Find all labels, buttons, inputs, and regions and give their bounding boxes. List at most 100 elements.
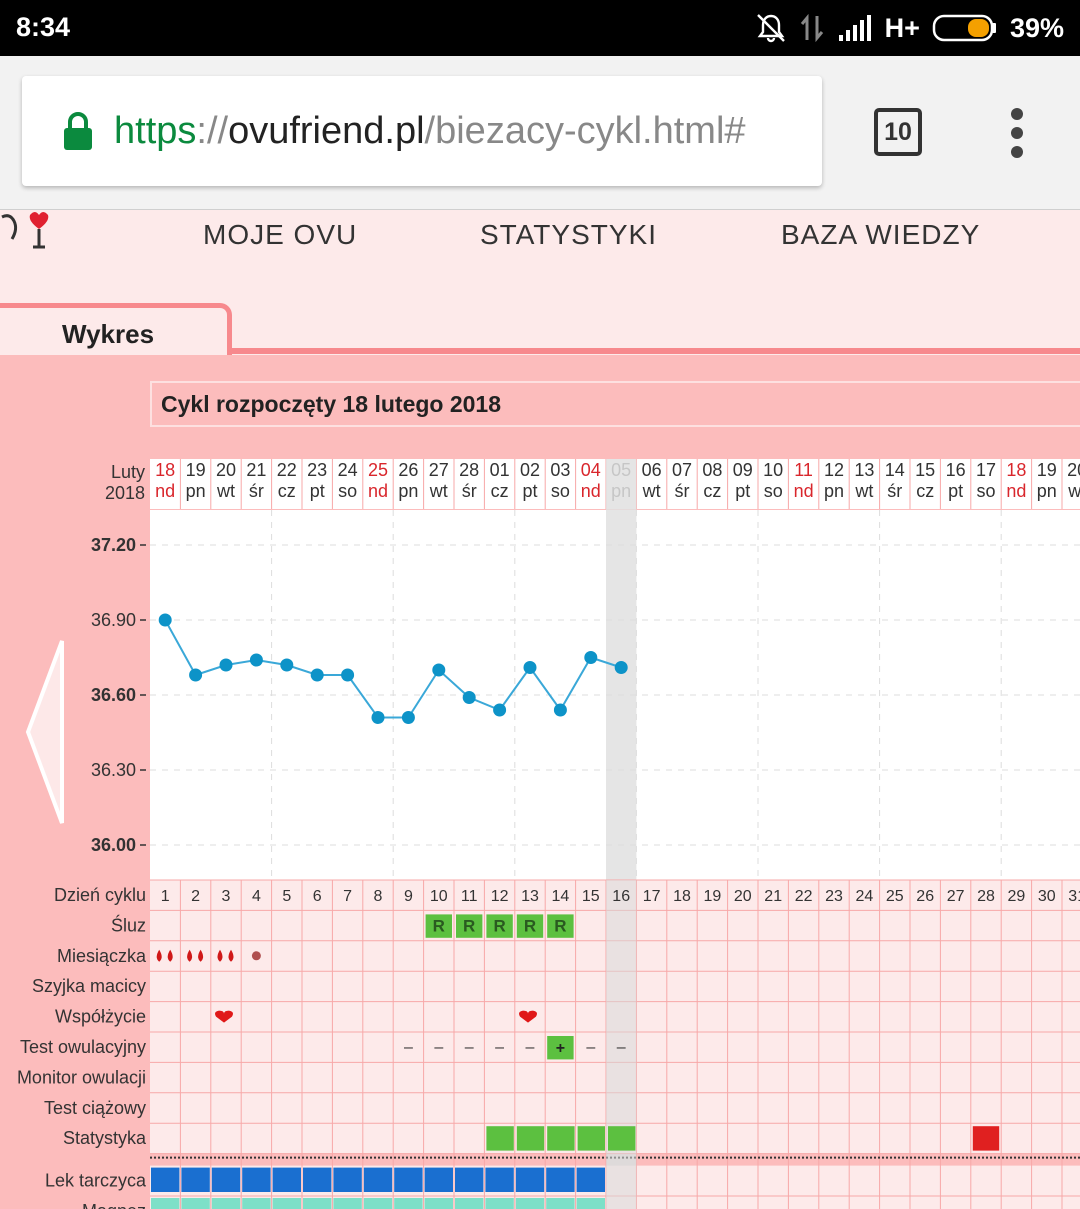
temperature-point	[219, 658, 233, 672]
thyroid-med-marker	[424, 1167, 453, 1192]
thyroid-med-marker	[303, 1167, 332, 1192]
cycle-day-number: 13	[521, 888, 539, 905]
cycle-day-number: 7	[343, 888, 352, 905]
y-tick-label: 37.20	[91, 535, 136, 555]
cycle-chart: 18nd19pn20wt21śr22cz23pt24so25nd26pn27wt…	[17, 459, 1080, 1209]
weekday-label: pn	[398, 481, 418, 501]
date-number: 24	[338, 460, 358, 480]
nav-moje-ovu[interactable]: MOJE OVU	[203, 219, 358, 250]
heart-icon	[215, 1010, 233, 1023]
cycle-day-number: 6	[313, 888, 322, 905]
weekday-label: so	[764, 481, 783, 501]
date-number: 09	[733, 460, 753, 480]
row-label: Magnez	[82, 1201, 146, 1209]
ovu-test-negative: –	[465, 1039, 474, 1056]
temperature-point	[280, 658, 294, 672]
magnez-marker	[242, 1198, 271, 1209]
sluz-letter: R	[524, 916, 536, 935]
y-tick-label: 36.30	[91, 760, 136, 780]
date-number: 03	[550, 460, 570, 480]
date-number: 18	[155, 460, 175, 480]
battery-icon	[932, 14, 996, 42]
thyroid-med-marker	[455, 1167, 484, 1192]
date-number: 23	[307, 460, 327, 480]
weekday-label: so	[976, 481, 995, 501]
cycle-day-number: 30	[1038, 888, 1056, 905]
date-number: 14	[885, 460, 905, 480]
tab-switcher-button[interactable]: 10	[874, 108, 922, 156]
thyroid-med-marker	[546, 1167, 575, 1192]
address-bar[interactable]: https://ovufriend.pl/biezacy-cykl.html#	[22, 76, 822, 186]
cycle-day-number: 1	[161, 888, 170, 905]
temperature-point	[493, 703, 507, 717]
nav-statystyki[interactable]: STATYSTYKI	[480, 219, 657, 250]
blood-drop-icon	[167, 949, 173, 962]
thyroid-med-marker	[181, 1167, 210, 1192]
sluz-marker	[486, 914, 513, 938]
temperature-point	[614, 661, 628, 674]
ovu-test-negative: –	[434, 1039, 443, 1056]
temperature-point	[553, 703, 567, 717]
temperature-point	[401, 711, 415, 724]
tab-wykres[interactable]: Wykres	[0, 303, 232, 359]
thyroid-med-marker	[576, 1167, 605, 1192]
url-host: ovufriend.pl	[228, 109, 425, 152]
thyroid-med-marker	[394, 1167, 423, 1192]
mute-icon	[756, 14, 785, 43]
magnez-marker	[485, 1198, 514, 1209]
date-number: 16	[946, 460, 966, 480]
url-separator: ://	[196, 109, 229, 152]
row-label: Miesiączka	[57, 946, 147, 966]
date-number: 18	[1006, 460, 1026, 480]
status-icons: H+ 39%	[755, 12, 1064, 44]
ovu-test-negative: –	[617, 1039, 626, 1056]
cycle-day-number: 27	[947, 888, 965, 905]
sluz-marker	[456, 914, 483, 938]
month-name: Luty	[110, 462, 145, 482]
temperature-point	[371, 711, 385, 724]
today-row-highlight	[606, 880, 637, 1209]
prev-cycle-arrow-icon[interactable]	[24, 637, 66, 827]
url-text[interactable]: https://ovufriend.pl/biezacy-cykl.html#	[114, 110, 746, 153]
statystyka-green-marker	[547, 1126, 575, 1151]
spotting-dot	[251, 951, 261, 961]
date-number: 12	[824, 460, 844, 480]
row-label: Test ciążowy	[44, 1098, 146, 1118]
temperature-point	[341, 668, 355, 682]
date-number: 06	[642, 460, 662, 480]
cycle-day-number: 23	[825, 888, 843, 905]
cycle-day-number: 11	[461, 888, 478, 905]
cycle-day-number: 3	[222, 888, 231, 905]
magnez-marker	[333, 1198, 362, 1209]
cycle-day-number: 22	[795, 888, 813, 905]
tab-bar: Wykres	[0, 301, 1080, 359]
cycle-day-number: 21	[764, 888, 782, 905]
row-label: Śluz	[111, 914, 146, 935]
blood-drop-icon	[187, 949, 193, 962]
date-number: 28	[459, 460, 479, 480]
sluz-marker	[547, 914, 574, 938]
date-number: 10	[763, 460, 783, 480]
network-type: H+	[884, 12, 920, 43]
magnez-marker	[151, 1198, 180, 1209]
overflow-menu-icon[interactable]	[1005, 108, 1029, 160]
row-label: Statystyka	[63, 1128, 147, 1148]
cycle-day-number: 29	[1008, 888, 1026, 905]
weekday-label: pt	[948, 481, 963, 501]
ovu-test-negative: –	[404, 1039, 413, 1056]
nav-baza-wiedzy[interactable]: BAZA WIEDZY	[781, 219, 981, 250]
date-number: 25	[368, 460, 388, 480]
lock-icon	[64, 112, 92, 150]
thyroid-med-marker	[272, 1167, 301, 1192]
row-label: Monitor owulacji	[17, 1067, 146, 1087]
weekday-label: pn	[186, 481, 206, 501]
magnez-marker	[424, 1198, 453, 1209]
logo-icon[interactable]	[0, 207, 62, 249]
ovu-test-negative: –	[586, 1039, 595, 1056]
date-number: 04	[581, 460, 601, 480]
statystyka-red-marker	[972, 1126, 1000, 1151]
date-number: 26	[398, 460, 418, 480]
cycle-day-number: 20	[734, 888, 752, 905]
weekday-label: wt	[854, 481, 873, 501]
sluz-letter: R	[463, 916, 475, 935]
